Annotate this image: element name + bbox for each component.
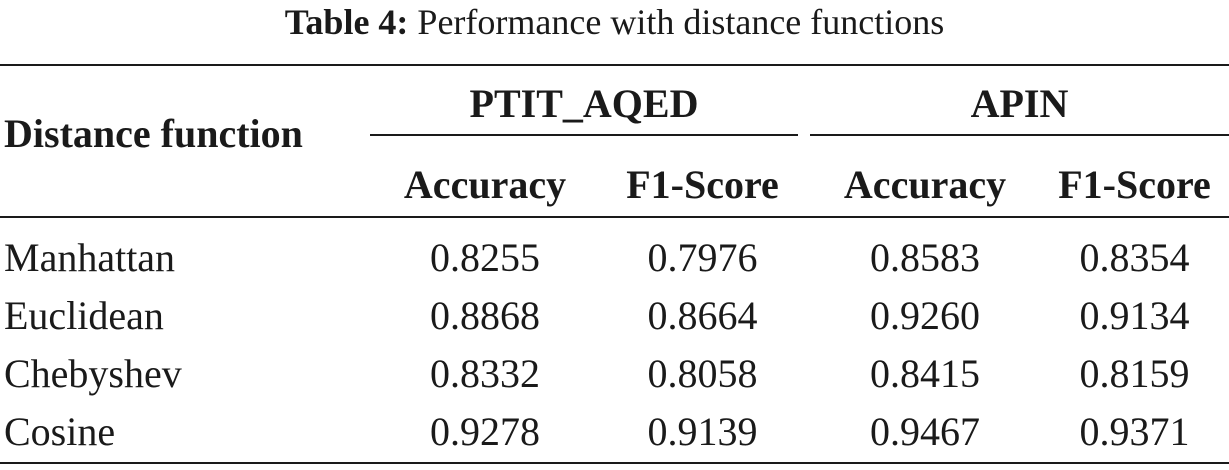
table-cell: 0.9467 (870, 409, 980, 454)
table-cell: 0.8583 (870, 235, 980, 280)
table-cell: 0.8332 (430, 351, 540, 396)
row-label: Cosine (4, 409, 116, 454)
table-cell: 0.8159 (1079, 351, 1190, 396)
table-cell: 0.7976 (647, 235, 758, 280)
group-header-ptit-aqed: PTIT_AQED (469, 81, 699, 126)
group-rule-ptit-aqed (370, 134, 798, 136)
table-cell: 0.8664 (647, 293, 758, 338)
table-caption: Table 4: Performance with distance funct… (0, 0, 1229, 44)
table-cell: 0.9278 (430, 409, 540, 454)
table-cell: 0.9139 (647, 409, 758, 454)
table-top-rule (0, 64, 1229, 66)
table-header-rule (0, 216, 1229, 218)
caption-label: Table 4: (284, 2, 409, 42)
row-label: Euclidean (4, 293, 164, 338)
caption-text: Performance with distance functions (417, 2, 945, 42)
table-cell: 0.8255 (430, 235, 540, 280)
table-cell: 0.9134 (1079, 293, 1190, 338)
table-cell: 0.8354 (1079, 235, 1190, 280)
table-cell: 0.9371 (1079, 409, 1190, 454)
row-label: Chebyshev (4, 351, 182, 396)
table-cell: 0.8058 (647, 351, 758, 396)
column-header-ptit-aqed-f1-score: F1-Score (626, 162, 779, 207)
table-cell: 0.9260 (870, 293, 980, 338)
column-header-apin-accuracy: Accuracy (843, 162, 1007, 207)
group-header-apin: APIN (970, 81, 1069, 126)
column-header-ptit-aqed-accuracy: Accuracy (403, 162, 567, 207)
header-distance-function: Distance function (4, 111, 303, 156)
group-rule-apin (810, 134, 1229, 136)
table-cell: 0.8415 (870, 351, 980, 396)
table-bottom-rule (0, 462, 1229, 464)
row-label: Manhattan (4, 235, 176, 280)
table-cell: 0.8868 (430, 293, 540, 338)
column-header-apin-f1-score: F1-Score (1058, 162, 1211, 207)
